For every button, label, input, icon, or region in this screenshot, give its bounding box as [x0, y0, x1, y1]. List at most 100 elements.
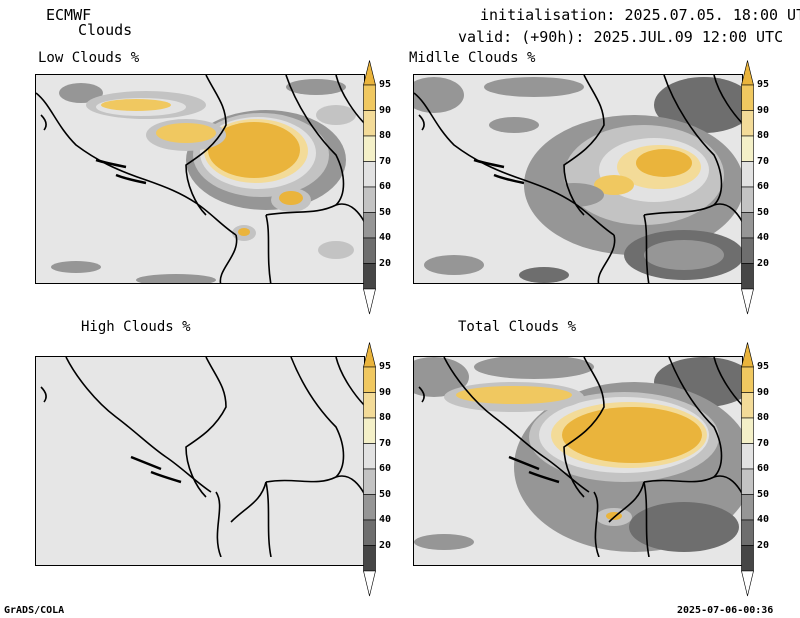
colorbar-segment: [741, 519, 754, 546]
colorbar-tick-label: 80: [379, 130, 392, 141]
colorbar-segment: [363, 392, 376, 419]
colorbar-tick-label: 80: [757, 412, 770, 423]
colorbar-tick-label: 60: [379, 463, 392, 474]
colorbar-segment: [363, 110, 376, 137]
colorbar-top-triangle: [363, 342, 376, 368]
colorbar-segment: [741, 468, 754, 495]
colorbar-tick-label: 20: [379, 257, 392, 269]
panel-title-total: Total Clouds %: [458, 319, 577, 335]
colorbar-segment: [741, 84, 754, 111]
colorbar-segment: [741, 110, 754, 137]
colorbar-segment: [741, 545, 754, 572]
footer-left-label: GrADS/COLA: [4, 605, 65, 616]
colorbar-segment: [741, 161, 754, 188]
colorbar-tick-label: 80: [379, 412, 392, 423]
colorbar-segment: [363, 443, 376, 470]
colorbar-bottom-triangle: [363, 570, 376, 597]
middle-clouds-map: [413, 74, 743, 284]
colorbar-segment: [363, 212, 376, 239]
colorbar-segment: [363, 237, 376, 264]
panel-title-high: High Clouds %: [81, 319, 191, 335]
colorbar-tick-label: 20: [379, 539, 392, 551]
colorbar-segment: [741, 237, 754, 264]
colorbar-graphic: [741, 60, 754, 315]
colorbar-tick-label: 70: [757, 155, 770, 167]
colorbar-tick-label: 40: [379, 232, 392, 243]
colorbar-tick-label: 90: [757, 386, 770, 398]
colorbar-segment: [363, 494, 376, 521]
total-clouds-field: [414, 357, 742, 557]
colorbar-tick-label: 50: [757, 206, 770, 218]
colorbar-tick-label: 95: [757, 361, 770, 372]
colorbar-segment: [363, 545, 376, 572]
colorbar-tick-label: 20: [757, 257, 770, 269]
colorbar-bottom-triangle: [363, 288, 376, 315]
colorbar-tick-label: 60: [757, 181, 770, 192]
colorbar-tick-label: 40: [757, 232, 770, 243]
colorbar-tick-label: 20: [757, 539, 770, 551]
colorbar-tick-label: 50: [379, 206, 392, 218]
total-clouds-map: [413, 356, 743, 566]
colorbar-graphic: [363, 342, 376, 597]
colorbar-segment: [741, 212, 754, 239]
high-clouds-borders: [40, 357, 364, 557]
colorbar-low: 95 90 80 70 60 50 40 20: [363, 60, 403, 315]
colorbar-tick-label: 90: [379, 104, 392, 116]
colorbar-segment: [741, 135, 754, 162]
colorbar-tick-label: 90: [757, 104, 770, 116]
colorbar-segment: [741, 443, 754, 470]
low-clouds-borders: [36, 75, 364, 283]
colorbar-tick-label: 95: [757, 79, 770, 90]
colorbar-tick-label: 80: [757, 130, 770, 141]
colorbar-tick-label: 95: [379, 79, 392, 90]
panel-title-low: Low Clouds %: [38, 50, 140, 66]
low-clouds-shading: [51, 79, 356, 283]
colorbar-bottom-triangle: [741, 288, 754, 315]
colorbar-tick-label: 70: [379, 437, 392, 449]
colorbar-segment: [363, 366, 376, 393]
colorbar-graphic: [363, 60, 376, 315]
footer-right-label: 2025-07-06-00:36: [677, 605, 774, 616]
middle-clouds-field: [414, 75, 742, 283]
colorbar-segment: [363, 417, 376, 444]
high-clouds-map: [35, 356, 365, 566]
low-clouds-map: [35, 74, 365, 284]
colorbar-tick-label: 50: [757, 488, 770, 500]
colorbar-segment: [741, 392, 754, 419]
colorbar-segment: [363, 468, 376, 495]
colorbar-segment: [363, 161, 376, 188]
colorbar-tick-label: 50: [379, 488, 392, 500]
colorbar-tick-label: 40: [757, 514, 770, 525]
colorbar-tick-label: 70: [757, 437, 770, 449]
valid-time-label: valid: (+90h): 2025.JUL.09 12:00 UTC: [458, 28, 784, 46]
colorbar-segment: [363, 519, 376, 546]
panel-title-middle: Midlle Clouds %: [409, 50, 536, 66]
colorbar-segment: [363, 84, 376, 111]
colorbar-tick-label: 90: [379, 386, 392, 398]
middle-clouds-borders: [414, 75, 742, 283]
colorbar-total: 95 90 80 70 60 50 40 20: [741, 342, 781, 597]
colorbar-top-triangle: [741, 342, 754, 368]
colorbar-segment: [363, 263, 376, 290]
high-clouds-field: [40, 357, 364, 557]
colorbar-segment: [741, 263, 754, 290]
product-label: Clouds: [78, 21, 133, 39]
initialisation-label: initialisation: 2025.07.05. 18:00 UTC: [480, 6, 800, 24]
colorbar-top-triangle: [741, 60, 754, 86]
colorbar-tick-label: 70: [379, 155, 392, 167]
colorbar-segment: [363, 135, 376, 162]
colorbar-top-triangle: [363, 60, 376, 86]
colorbar-segment: [741, 417, 754, 444]
colorbar-segment: [741, 186, 754, 213]
colorbar-segment: [741, 366, 754, 393]
colorbar-segment: [363, 186, 376, 213]
model-label: ECMWF: [46, 6, 92, 24]
colorbar-tick-label: 95: [379, 361, 392, 372]
colorbar-tick-label: 40: [379, 514, 392, 525]
colorbar-bottom-triangle: [741, 570, 754, 597]
colorbar-tick-label: 60: [379, 181, 392, 192]
low-clouds-field: [36, 75, 364, 283]
middle-clouds-shading: [414, 77, 742, 283]
colorbar-high: 95 90 80 70 60 50 40 20: [363, 342, 403, 597]
colorbar-segment: [741, 494, 754, 521]
